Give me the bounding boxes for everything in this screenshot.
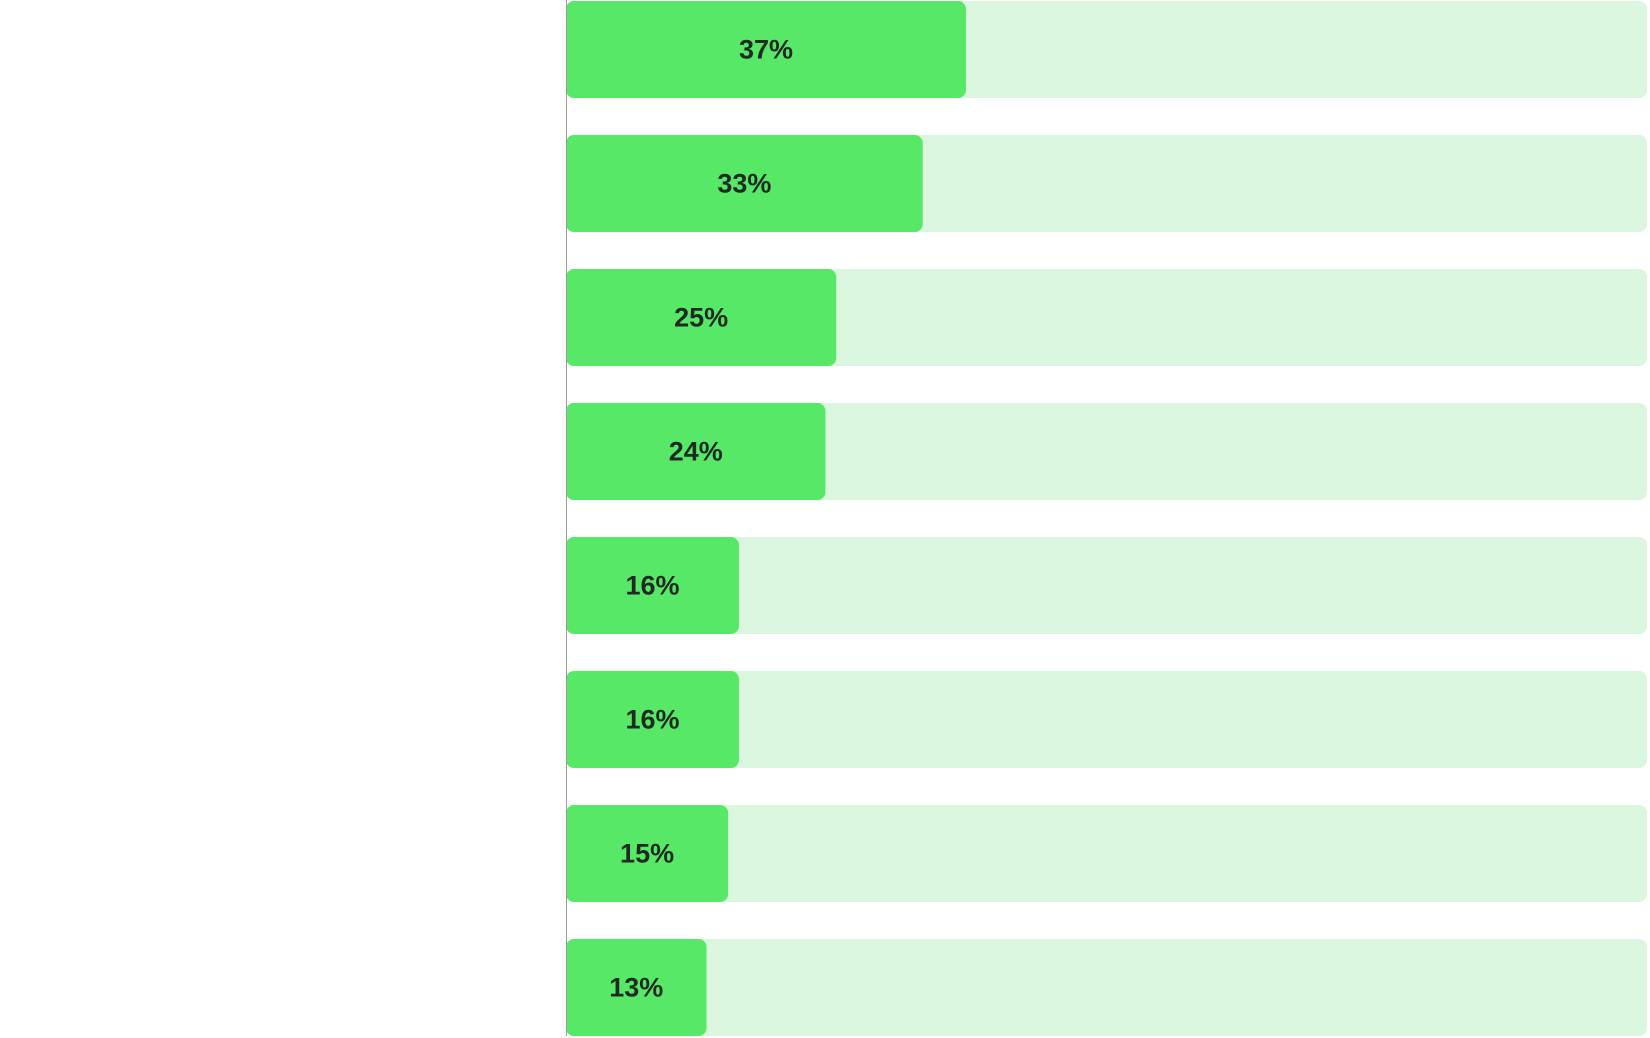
bar-value-label: 13% (609, 973, 663, 1003)
bar-value-label: 15% (620, 839, 674, 869)
bar-track (566, 403, 1647, 500)
bar-value-label: 16% (625, 705, 679, 735)
bar (566, 135, 923, 232)
bar (566, 403, 826, 500)
bar (566, 805, 729, 902)
bar-labels: 37% 33% 25% 24% 16% 16% 15% 13% (609, 35, 793, 1003)
bar (566, 537, 739, 634)
bar-track (566, 939, 1647, 1036)
bar (566, 939, 707, 1036)
bar (566, 671, 739, 768)
bar (566, 269, 837, 366)
bar-value-label: 25% (674, 303, 728, 333)
bar-value-label: 24% (669, 437, 723, 467)
bar-track (566, 805, 1647, 902)
bars (566, 1, 966, 1036)
bar-track (566, 671, 1647, 768)
bar-track (566, 537, 1647, 634)
bar-value-label: 37% (739, 35, 793, 65)
bar-value-label: 33% (717, 169, 771, 199)
bar (566, 1, 966, 98)
bar-value-label: 16% (625, 571, 679, 601)
